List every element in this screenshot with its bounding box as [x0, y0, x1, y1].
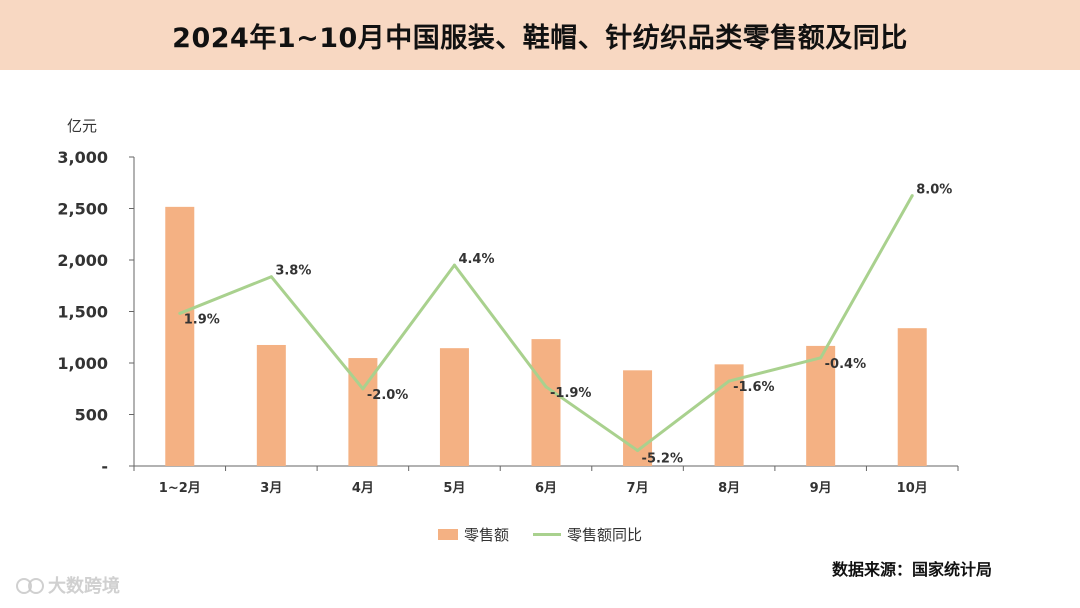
x-tick-label: 8月 [718, 481, 740, 496]
yoy-data-label: -5.2% [642, 452, 683, 467]
y-tick-label: 500 [75, 406, 108, 425]
x-tick-label: 7月 [627, 481, 649, 496]
watermark-text: 大数跨境 [48, 576, 120, 597]
yoy-data-label: -1.6% [733, 380, 774, 395]
yoy-point [452, 263, 456, 267]
yoy-point [727, 379, 731, 383]
y-tick-label: 1,500 [57, 303, 108, 322]
chart: 亿元 - 500 1,000 1,500 2,000 2,500 3,000 1~2月 3月 4月 5… [57, 117, 959, 496]
legend-label-yoy: 零售额同比 [567, 526, 643, 544]
bar [531, 339, 561, 466]
y-tick-label: 2,000 [57, 251, 108, 270]
yoy-data-label: 3.8% [275, 264, 311, 279]
yoy-point [361, 387, 365, 391]
yoy-point [269, 275, 273, 279]
y-tick-label: 3,000 [57, 148, 108, 167]
y-axis-unit-label: 亿元 [67, 117, 97, 135]
yoy-point [178, 311, 182, 315]
source-note: 数据来源：国家统计局 [831, 560, 992, 579]
title-bar: 2024年1~10月中国服装、鞋帽、针纺织品类零售额及同比 [0, 0, 1080, 70]
x-tick-label: 1~2月 [159, 481, 201, 496]
yoy-point [544, 385, 548, 389]
x-tick-label: 3月 [260, 481, 282, 496]
bar [897, 328, 927, 466]
yoy-data-label: -2.0% [367, 388, 408, 403]
legend-item-yoy: 零售额同比 [533, 524, 642, 545]
x-tick-label: 10月 [897, 481, 928, 496]
legend-swatch-line [533, 533, 561, 536]
yoy-data-label: 4.4% [458, 252, 494, 267]
x-tick-label: 6月 [535, 481, 557, 496]
bar [806, 345, 836, 466]
y-tick-label: 1,000 [57, 354, 108, 373]
yoy-point [819, 356, 823, 360]
bar [165, 206, 195, 467]
bar [439, 348, 469, 466]
yoy-point [910, 194, 914, 198]
legend: 零售额 零售额同比 [0, 524, 1080, 545]
bar [256, 344, 286, 466]
yoy-data-label: -0.4% [825, 357, 866, 372]
x-tick-label: 5月 [443, 481, 465, 496]
yoy-data-label: -1.9% [550, 386, 591, 401]
legend-item-sales: 零售额 [437, 524, 509, 545]
x-tick-label: 4月 [352, 481, 374, 496]
yoy-data-label: 8.0% [916, 183, 952, 198]
legend-label-sales: 零售额 [463, 526, 509, 544]
legend-swatch-bar [437, 529, 458, 540]
yoy-data-label: 1.9% [184, 312, 220, 327]
y-tick-label: - [101, 457, 108, 476]
watermark: 大数跨境 [10, 572, 120, 598]
chart-title: 2024年1~10月中国服装、鞋帽、针纺织品类零售额及同比 [172, 22, 908, 54]
x-tick-label: 9月 [810, 481, 832, 496]
yoy-point [636, 449, 640, 453]
watermark-logo-icon [10, 575, 44, 595]
y-tick-label: 2,500 [57, 200, 108, 219]
